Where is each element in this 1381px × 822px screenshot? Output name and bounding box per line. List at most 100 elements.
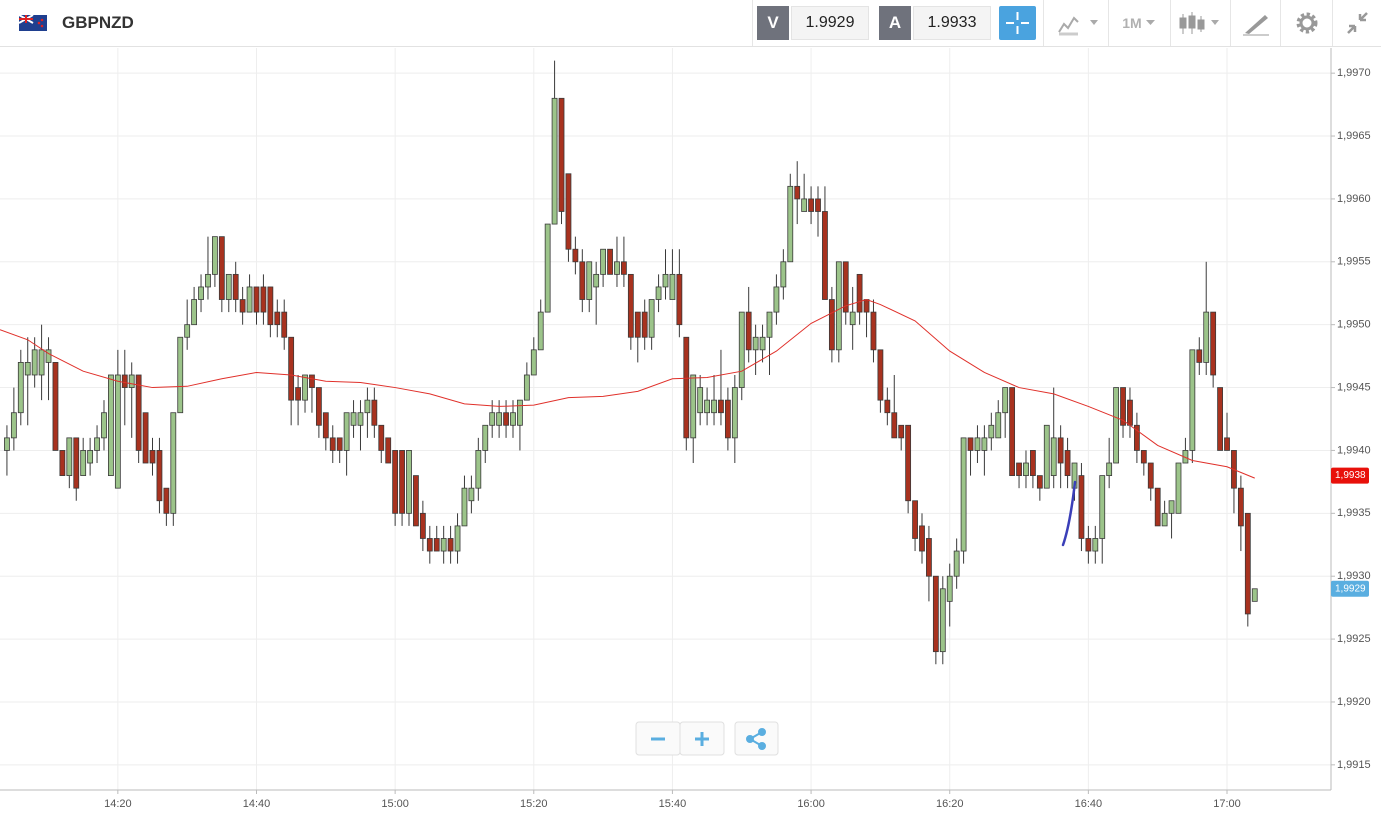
candle-body	[170, 412, 177, 514]
y-tick-label: 1,9965	[1337, 130, 1371, 142]
candle-body	[960, 437, 967, 552]
candle-body	[1009, 387, 1016, 476]
candle-body	[766, 311, 773, 338]
candle-body	[828, 299, 835, 351]
candle-body	[496, 412, 503, 426]
zoom-controls	[635, 721, 779, 756]
candle-body	[461, 487, 468, 527]
candle-body	[302, 374, 308, 401]
candle-body	[288, 336, 295, 401]
candle-body	[212, 236, 218, 275]
candle-body	[38, 349, 45, 376]
candle-body	[163, 487, 170, 514]
candle-body	[1154, 487, 1161, 527]
price-marker-label: 1,9929	[1335, 583, 1366, 594]
candle-body	[919, 525, 925, 552]
candle-body	[572, 248, 579, 263]
candle-body	[149, 450, 156, 464]
candle-body	[329, 437, 336, 451]
candle-body	[101, 412, 107, 439]
candle-body	[1106, 462, 1113, 476]
x-tick-label: 17:00	[1213, 798, 1241, 810]
candle-body	[184, 324, 191, 338]
candle-body	[905, 424, 912, 502]
candle-body	[877, 349, 884, 401]
candle-body	[912, 500, 918, 539]
candle-body	[759, 336, 766, 351]
timeframe-label: 1M	[1122, 15, 1142, 31]
crosshair-button[interactable]	[999, 6, 1036, 40]
candle-body	[981, 437, 988, 451]
candle-body	[364, 399, 371, 414]
candle-body	[586, 261, 593, 300]
candle-body	[31, 349, 38, 376]
candle-body	[267, 286, 274, 326]
candle-body	[1078, 475, 1085, 539]
candle-body	[1161, 512, 1168, 527]
candle-body	[108, 374, 114, 476]
candle-body	[4, 437, 10, 451]
candle-body	[579, 261, 586, 300]
x-tick-label: 15:00	[381, 798, 409, 810]
x-tick-label: 15:20	[520, 798, 548, 810]
y-tick-label: 1,9970	[1337, 67, 1371, 79]
candle-body	[676, 273, 683, 326]
candle-body	[1023, 462, 1029, 476]
plus-icon	[695, 732, 709, 746]
candle-body	[1050, 437, 1057, 476]
candle-body	[1168, 500, 1175, 514]
candle-body	[295, 387, 301, 401]
y-tick-label: 1,9915	[1337, 759, 1371, 771]
ask-price[interactable]: 1.9933	[913, 6, 991, 40]
candles	[0, 60, 1258, 665]
y-tick-label: 1,9920	[1337, 696, 1371, 708]
settings-button[interactable]	[1280, 0, 1332, 46]
candle-body	[926, 538, 932, 577]
chart-type-button[interactable]	[1043, 0, 1108, 46]
timeframe[interactable]: 1M	[1108, 0, 1170, 46]
candle-body	[385, 437, 392, 464]
collapse-button[interactable]	[1332, 0, 1381, 46]
candle-body	[1113, 387, 1119, 464]
candle-body	[731, 387, 738, 439]
candle-body	[724, 399, 731, 439]
candle-body	[10, 412, 17, 439]
candle-body	[357, 412, 364, 426]
ask-label: A	[879, 6, 911, 40]
candle-body	[371, 399, 378, 426]
pen-drawing	[1061, 480, 1077, 547]
candle-body	[66, 437, 73, 476]
candle-body	[648, 299, 655, 338]
y-tick-label: 1,9955	[1337, 256, 1371, 268]
candle-body	[468, 487, 475, 502]
price-marker-label: 1,9938	[1335, 470, 1366, 481]
toolbar: GBPNZD V 1.9929 A 1.9933 1M	[0, 0, 1381, 47]
candle-body	[953, 550, 960, 577]
candle-body	[94, 437, 100, 451]
candle-body	[1064, 450, 1071, 476]
y-tick-label: 1,9960	[1337, 193, 1371, 205]
candle-body	[281, 311, 288, 338]
candle-body	[537, 311, 544, 351]
candle-body	[17, 362, 24, 414]
candle-body	[607, 248, 613, 275]
candle-body	[1120, 387, 1126, 426]
candle-body	[967, 437, 974, 451]
candle-body	[482, 424, 489, 451]
candle-body	[891, 412, 898, 439]
price-marker	[1331, 580, 1369, 597]
candle-style-button[interactable]	[1170, 0, 1230, 46]
candle-body	[565, 173, 572, 250]
draw-button[interactable]	[1230, 0, 1280, 46]
candle-body	[1036, 475, 1043, 489]
candle-body	[718, 399, 724, 414]
flag-icon	[19, 15, 47, 31]
bid-price[interactable]: 1.9929	[791, 6, 869, 40]
candle-body	[773, 286, 780, 313]
candle-body	[822, 211, 828, 300]
candle-body	[614, 261, 620, 275]
candle-body	[128, 374, 135, 388]
share-button[interactable]	[734, 721, 779, 756]
candle-body	[156, 450, 163, 502]
